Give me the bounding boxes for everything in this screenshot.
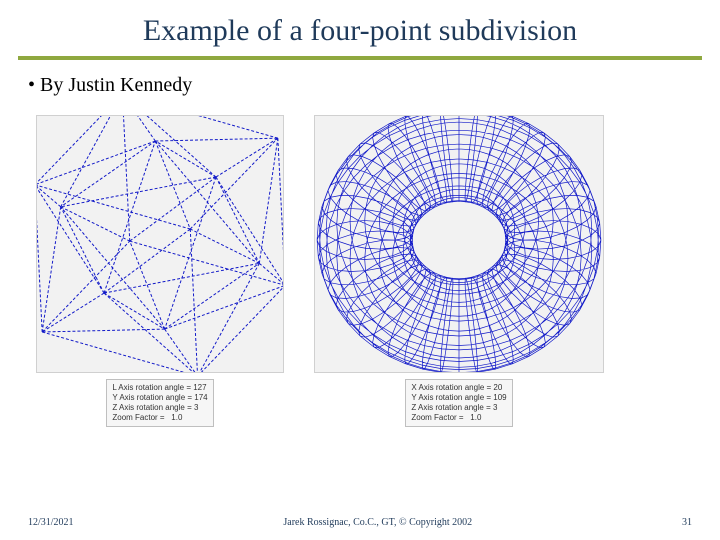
polyhedron-wireframe (36, 115, 284, 373)
footer-page: 31 (682, 517, 692, 528)
torus-wireframe (314, 115, 604, 373)
legend-left: L Axis rotation angle = 127 Y Axis rotat… (106, 379, 213, 427)
figure-left: L Axis rotation angle = 127 Y Axis rotat… (36, 115, 284, 427)
footer-credit: Jarek Rossignac, Co.C., GT, © Copyright … (74, 517, 682, 528)
author-bullet: • By Justin Kennedy (0, 74, 720, 97)
footer-date: 12/31/2021 (28, 517, 74, 528)
footer: 12/31/2021 Jarek Rossignac, Co.C., GT, ©… (0, 517, 720, 528)
figures-row: L Axis rotation angle = 127 Y Axis rotat… (0, 107, 720, 427)
title-rule (18, 56, 702, 60)
legend-right: X Axis rotation angle = 20 Y Axis rotati… (405, 379, 512, 427)
page-title: Example of a four-point subdivision (0, 0, 720, 56)
figure-right: X Axis rotation angle = 20 Y Axis rotati… (314, 115, 604, 427)
